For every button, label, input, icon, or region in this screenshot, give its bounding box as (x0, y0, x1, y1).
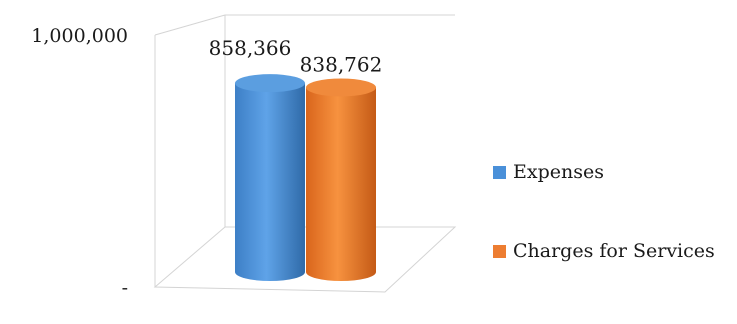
data-labels: 858,366 838,762 (209, 36, 383, 76)
bar-expenses (235, 74, 305, 281)
legend: Expenses Charges for Services (493, 160, 733, 318)
legend-swatch-charges-for-services (493, 244, 506, 258)
cylinder-top (306, 78, 376, 97)
data-label-charges-for-services: 838,762 (300, 52, 383, 76)
bar-charges-for-services (306, 78, 376, 282)
cylinder-body (235, 83, 305, 281)
chart-frame (153, 14, 457, 293)
left-wall-top-edge (154, 14, 226, 36)
cylinder-top (235, 74, 305, 93)
cylinder-body (306, 87, 376, 282)
floor-plane (153, 226, 457, 293)
y-axis: - 1,000,000 (31, 25, 128, 299)
legend-label-charges-for-services: Charges for Services (513, 240, 715, 262)
y-tick-label: 1,000,000 (31, 25, 128, 47)
legend-label-expenses: Expenses (513, 161, 604, 183)
legend-item-charges-for-services: Charges for Services (493, 239, 733, 263)
bars-group (235, 74, 376, 282)
data-label-expenses: 858,366 (209, 36, 292, 60)
legend-swatch-expenses (493, 165, 506, 179)
y-tick-label: - (122, 277, 128, 299)
legend-item-expenses: Expenses (493, 160, 733, 184)
